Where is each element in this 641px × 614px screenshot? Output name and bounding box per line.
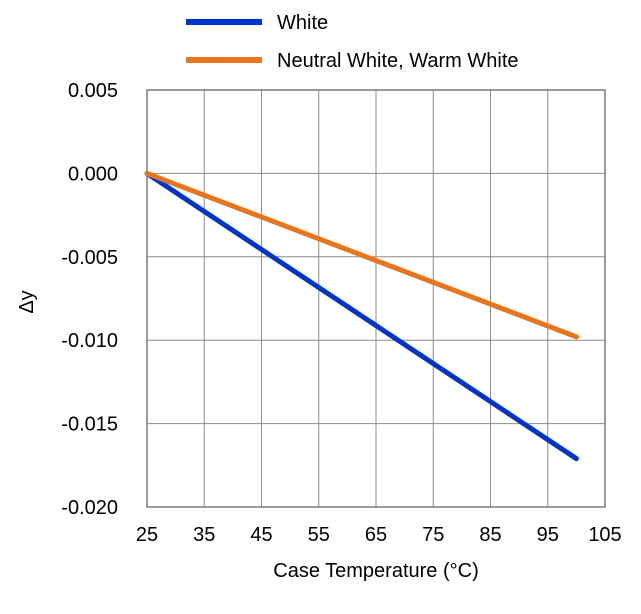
x-tick-label: 85 — [479, 524, 501, 546]
y-tick-label: 0.000 — [68, 163, 118, 185]
x-tick-label: 55 — [308, 524, 330, 546]
x-tick-label: 75 — [422, 524, 444, 546]
x-tick-label: 65 — [365, 524, 387, 546]
series-line-neutral-white-warm-white — [144, 170, 579, 340]
y-tick-label: -0.010 — [61, 330, 118, 352]
x-tick-label: 95 — [537, 524, 559, 546]
x-tick-label: 25 — [136, 524, 158, 546]
series-layer — [144, 170, 579, 462]
x-tick-label: 45 — [250, 524, 272, 546]
x-tick-label: 35 — [193, 524, 215, 546]
x-tick-label: 105 — [588, 524, 621, 546]
legend-label: Neutral White, Warm White — [277, 50, 519, 72]
plot-frame — [146, 89, 606, 508]
x-axis-ticks: 25 35 45 55 65 75 85 95 105 — [136, 524, 622, 546]
y-tick-label: -0.015 — [61, 414, 118, 436]
legend-label: White — [277, 12, 328, 34]
y-tick-label: -0.005 — [61, 247, 118, 269]
y-axis-ticks: 0.005 0.000 -0.005 -0.010 -0.015 -0.020 — [61, 80, 118, 519]
y-axis-label: Δy — [16, 290, 38, 313]
x-axis-label: Case Temperature (°C) — [273, 560, 478, 582]
grid — [147, 90, 605, 507]
y-tick-label: -0.020 — [61, 497, 118, 519]
plot-border — [146, 89, 606, 508]
series-line-white — [144, 170, 579, 462]
legend: White Neutral White, Warm White — [186, 12, 519, 72]
y-tick-label: 0.005 — [68, 80, 118, 102]
